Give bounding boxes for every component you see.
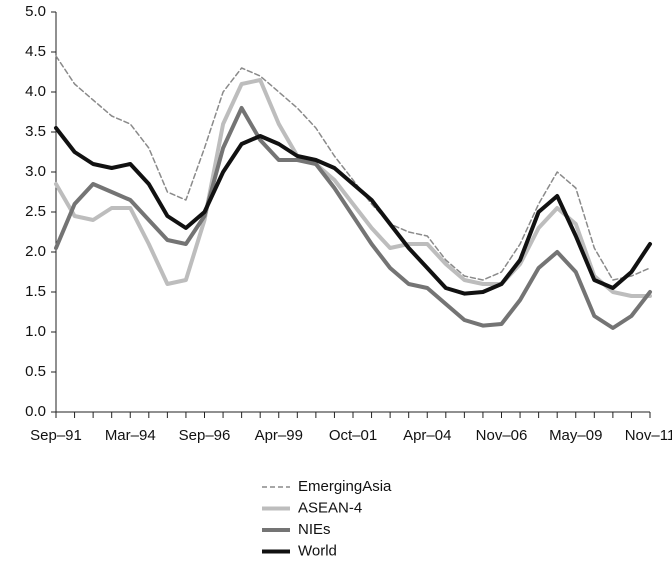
series-line: [54, 126, 652, 296]
y-tick-label: 0.5: [25, 363, 46, 380]
legend-label: World: [298, 542, 337, 559]
y-tick-label: 4.0: [25, 83, 46, 100]
x-tick-label: Apr–04: [403, 427, 451, 444]
y-tick-label: 3.5: [25, 123, 46, 140]
y-tick-label: 0.0: [25, 403, 46, 420]
series-line: [54, 78, 652, 298]
y-tick-label: 3.0: [25, 163, 46, 180]
legend-label: NIEs: [298, 521, 331, 538]
y-tick-label: 1.0: [25, 323, 46, 340]
legend-label: ASEAN-4: [298, 499, 362, 516]
y-tick-label: 5.0: [25, 3, 46, 20]
y-tick-label: 2.5: [25, 203, 46, 220]
x-tick-label: Mar–94: [105, 427, 156, 444]
series-line: [55, 55, 651, 281]
x-tick-label: Sep–91: [30, 427, 82, 444]
y-tick-label: 4.5: [25, 43, 46, 60]
legend-label: EmergingAsia: [298, 478, 392, 495]
x-tick-label: May–09: [549, 427, 602, 444]
x-tick-label: Apr–99: [255, 427, 303, 444]
y-tick-label: 1.5: [25, 283, 46, 300]
series-line: [54, 106, 652, 330]
x-tick-label: Nov–11: [625, 427, 672, 444]
x-tick-label: Oct–01: [329, 427, 377, 444]
y-tick-label: 2.0: [25, 243, 46, 260]
x-tick-label: Sep–96: [179, 427, 231, 444]
x-tick-label: Nov–06: [476, 427, 528, 444]
